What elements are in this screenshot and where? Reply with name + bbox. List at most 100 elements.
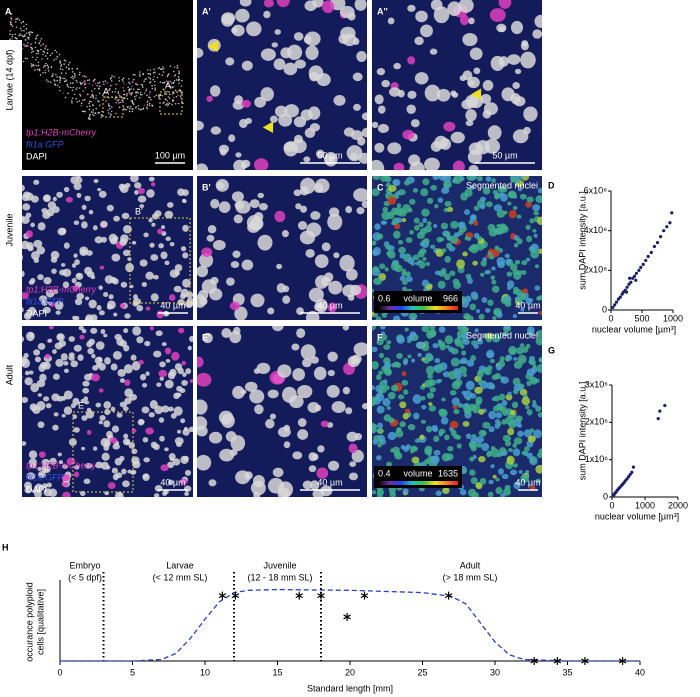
nucleus: [276, 0, 290, 8]
nucleus: [422, 238, 430, 244]
nucleus: [347, 355, 361, 367]
nucleus: [233, 159, 247, 170]
nucleus: [142, 73, 144, 76]
nucleus: [146, 106, 148, 108]
nucleus: [53, 79, 55, 81]
nucleus: [534, 14, 542, 28]
nucleus: [537, 187, 542, 194]
x-tick-label: 10: [200, 667, 210, 677]
nucleus: [33, 349, 41, 356]
nucleus: [115, 112, 117, 115]
nucleus: [88, 79, 91, 81]
nucleus: [538, 448, 542, 455]
nucleus: [178, 82, 180, 85]
nucleus: [101, 114, 103, 116]
nucleus: [201, 247, 213, 258]
scale-label: 40 µm: [160, 477, 185, 487]
point: [628, 276, 632, 280]
nucleus: [126, 106, 129, 109]
panel-label: E: [5, 332, 11, 342]
nucleus: [447, 1, 462, 17]
nucleus: [164, 347, 172, 355]
nucleus: [296, 307, 304, 316]
stage-strip: [0, 326, 22, 497]
nucleus: [70, 360, 79, 368]
nucleus: [33, 239, 43, 248]
nucleus: [494, 245, 500, 251]
nucleus: [119, 302, 126, 309]
nucleus: [101, 94, 104, 96]
nucleus: [140, 83, 143, 86]
nucleus: [303, 156, 311, 163]
point: [634, 271, 639, 275]
nucleus: [88, 116, 90, 119]
nucleus: [422, 178, 430, 186]
nucleus: [34, 46, 37, 49]
nucleus: [504, 484, 511, 491]
nucleus: [374, 223, 381, 231]
nucleus: [90, 327, 98, 334]
nucleus: [501, 473, 509, 480]
nucleus: [421, 208, 430, 217]
nucleus: [513, 357, 518, 361]
nucleus: [274, 29, 281, 35]
nucleus: [72, 414, 78, 420]
nucleus: [168, 102, 171, 105]
nucleus: [109, 437, 118, 444]
nucleus: [25, 44, 28, 46]
nucleus: [183, 426, 188, 432]
nucleus: [410, 316, 416, 320]
nucleus: [235, 8, 250, 23]
nucleus: [70, 100, 73, 102]
nucleus: [260, 48, 276, 61]
nucleus: [83, 75, 86, 77]
nucleus: [513, 96, 526, 107]
nucleus: [62, 464, 68, 469]
nucleus: [413, 412, 420, 420]
image: [0, 0, 193, 170]
nucleus: [118, 79, 121, 82]
nucleus: [515, 415, 523, 422]
nucleus: [118, 77, 120, 79]
nucleus: [76, 293, 85, 300]
x-tick-label: 0: [609, 500, 614, 510]
nucleus: [172, 81, 175, 84]
nucleus: [426, 392, 435, 399]
nucleus: [39, 373, 47, 382]
nucleus: [152, 72, 155, 74]
nucleus: [173, 392, 180, 400]
nucleus: [468, 164, 479, 170]
nucleus: [46, 57, 49, 60]
nucleus: [168, 479, 174, 486]
nucleus: [92, 104, 94, 107]
nucleus: [142, 437, 149, 443]
nucleus: [387, 211, 395, 220]
nucleus: [535, 464, 542, 474]
nucleus: [425, 261, 431, 267]
nucleus: [167, 96, 170, 98]
nucleus: [55, 310, 61, 315]
nucleus: [520, 270, 527, 275]
nucleus: [484, 270, 489, 275]
x-axis-label: nuclear volume [µm³]: [595, 511, 679, 521]
nucleus: [28, 458, 38, 466]
nucleus: [91, 113, 94, 115]
nucleus: [34, 489, 42, 497]
nucleus: [95, 402, 102, 408]
nucleus: [444, 255, 451, 263]
nucleus: [490, 448, 500, 458]
nucleus: [145, 306, 151, 311]
nucleus: [221, 413, 235, 428]
nucleus: [88, 105, 91, 107]
point: [656, 417, 660, 421]
nucleus: [35, 52, 38, 55]
nucleus: [97, 87, 100, 90]
nucleus: [376, 455, 382, 461]
nucleus: [112, 236, 119, 241]
nucleus: [312, 489, 325, 497]
nucleus: [110, 110, 113, 113]
nucleus: [372, 326, 376, 331]
nucleus: [149, 69, 152, 71]
nucleus: [387, 17, 395, 25]
nucleus: [410, 119, 420, 128]
